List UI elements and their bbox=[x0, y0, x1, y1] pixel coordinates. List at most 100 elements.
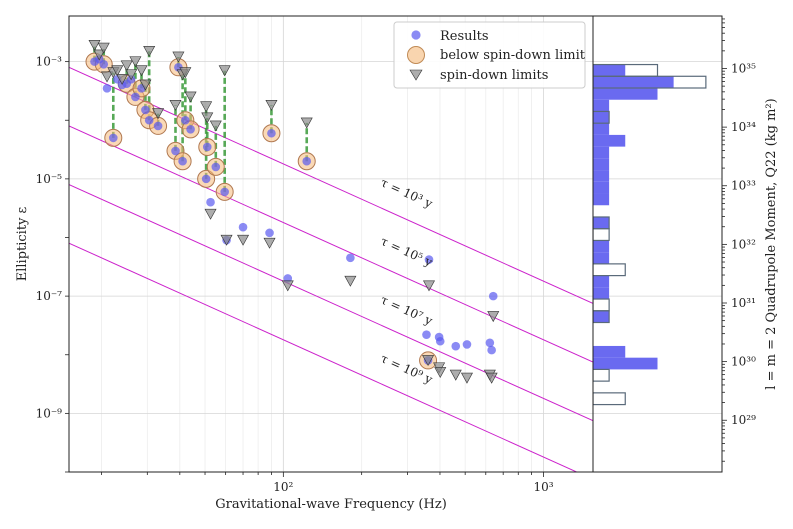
histogram-spin-down-bar bbox=[593, 368, 610, 382]
histogram-results-bar bbox=[593, 193, 610, 206]
result-marker bbox=[238, 222, 248, 232]
histogram-results-bar bbox=[593, 216, 610, 229]
histogram-spin-down-bar bbox=[593, 263, 626, 277]
y-tick-label: 10⁻⁷ bbox=[36, 289, 63, 303]
legend-spin-down-label: spin-down limits bbox=[440, 68, 548, 83]
grid-lines bbox=[69, 16, 593, 472]
spin-down-limit-marker bbox=[143, 45, 156, 57]
result-marker bbox=[181, 115, 190, 125]
histogram-results-bar bbox=[593, 123, 610, 135]
histogram-results-bar bbox=[593, 99, 610, 112]
spin-down-limit-marker bbox=[88, 39, 101, 51]
lifetime-line bbox=[69, 184, 593, 422]
histogram-results-bar bbox=[593, 134, 626, 147]
histogram-results-bar bbox=[593, 310, 610, 323]
spin-down-limit-marker bbox=[111, 65, 124, 77]
histogram-spin-down-bar bbox=[593, 228, 610, 242]
spin-down-limit-marker bbox=[487, 311, 500, 323]
legend-spin-down-marker bbox=[409, 69, 423, 81]
result-marker bbox=[206, 197, 215, 207]
hist-grid-lines bbox=[593, 61, 722, 414]
spin-down-limit-marker bbox=[218, 65, 231, 77]
lifetime-line bbox=[69, 125, 593, 363]
spin-down-limit-marker bbox=[237, 234, 250, 246]
spin-down-limit-marker bbox=[422, 280, 436, 292]
spin-down-limit-marker bbox=[129, 56, 142, 68]
result-marker bbox=[451, 341, 461, 351]
result-marker bbox=[422, 330, 431, 339]
result-marker bbox=[141, 105, 150, 115]
q-axis-ticks: 10³⁵ 10³⁴ 10³³ 10³² 10³¹ 10³⁰ 10²⁹ bbox=[722, 18, 756, 462]
legend-below-marker bbox=[407, 46, 425, 64]
ellipticity-histogram bbox=[593, 63, 707, 406]
histogram-results-bar bbox=[593, 158, 610, 171]
x-axis-ticks: 10² 10³ bbox=[101, 472, 554, 494]
spin-down-limit-marker bbox=[101, 71, 114, 83]
histogram-results-bar bbox=[593, 181, 610, 194]
spin-down-limit-marker bbox=[116, 73, 129, 85]
spin-down-limit-marker bbox=[422, 355, 435, 367]
q-axis-label: l = m = 2 Quadrupole Moment, Q22 (kg m²) bbox=[764, 98, 779, 389]
result-marker bbox=[487, 345, 496, 355]
result-marker bbox=[346, 253, 355, 263]
spin-down-limit-marker bbox=[265, 99, 278, 111]
result-marker bbox=[302, 156, 312, 166]
spin-down-limit-marker bbox=[263, 237, 276, 249]
histogram-results-bar bbox=[593, 345, 626, 358]
lifetime-label: τ = 10³ y bbox=[379, 175, 435, 210]
q-tick-label: 10³² bbox=[731, 237, 756, 251]
result-marker bbox=[186, 125, 195, 134]
legend-results-marker bbox=[411, 30, 421, 40]
histogram-results-bar bbox=[593, 146, 610, 159]
result-marker bbox=[102, 84, 112, 93]
below-spin-down-markers bbox=[85, 52, 438, 370]
histogram-results-bar bbox=[593, 275, 610, 288]
spin-down-limit-marker bbox=[125, 69, 138, 81]
spin-down-limit-marker bbox=[200, 101, 213, 113]
x-tick-label: 10³ bbox=[533, 480, 553, 494]
spin-down-limit-marker bbox=[434, 367, 447, 379]
result-marker bbox=[435, 336, 445, 346]
spin-down-limit-marker bbox=[139, 79, 152, 91]
result-marker bbox=[108, 133, 118, 143]
results-markers bbox=[90, 54, 498, 365]
result-marker bbox=[488, 291, 498, 301]
histogram-results-bar bbox=[593, 64, 626, 77]
spin-down-limit-marker bbox=[300, 117, 313, 129]
result-marker bbox=[424, 255, 434, 264]
result-marker bbox=[144, 115, 154, 125]
spin-down-limit-marker bbox=[344, 275, 357, 287]
histogram-results-bar bbox=[593, 287, 610, 300]
lifetime-label: τ = 10⁷ y bbox=[379, 293, 435, 328]
y-axis-ticks: 10⁻³ 10⁻⁵ 10⁻⁷ 10⁻⁹ bbox=[36, 55, 69, 473]
legend-results-label: Results bbox=[440, 29, 489, 44]
spin-down-limit-marker bbox=[204, 208, 217, 220]
spin-down-limit-marker bbox=[172, 51, 185, 63]
lifetime-lines bbox=[69, 66, 593, 472]
histogram-spin-down-bar bbox=[593, 392, 626, 406]
spin-down-limit-marker bbox=[135, 65, 148, 77]
lifetime-line bbox=[69, 66, 593, 304]
histogram-results-bar bbox=[593, 111, 610, 124]
result-marker bbox=[99, 60, 109, 69]
histogram-results-bar bbox=[593, 240, 610, 253]
histogram-results-bar bbox=[593, 357, 658, 370]
spin-down-limit-marker bbox=[97, 42, 110, 54]
result-marker bbox=[265, 228, 274, 238]
x-axis-label: Gravitational-wave Frequency (Hz) bbox=[215, 497, 447, 512]
q-tick-label: 10³³ bbox=[731, 179, 756, 193]
legend: Results below spin-down limit spin-down … bbox=[393, 21, 586, 89]
q-tick-label: 10³⁰ bbox=[731, 355, 756, 369]
spin-down-limit-marker bbox=[169, 99, 182, 111]
spin-down-limit-marker bbox=[201, 112, 214, 124]
histogram-results-bar bbox=[593, 170, 610, 182]
histogram-spin-down-bar bbox=[593, 216, 610, 230]
result-marker bbox=[153, 121, 163, 131]
y-tick-label: 10⁻⁵ bbox=[36, 172, 63, 186]
spin-down-limit-marker bbox=[220, 234, 233, 246]
spin-down-limit-marker bbox=[120, 60, 133, 72]
legend-below-label: below spin-down limit bbox=[440, 48, 586, 63]
histogram-results-bar bbox=[593, 88, 658, 100]
histogram-results-bar bbox=[593, 252, 610, 264]
spin-down-limit-marker bbox=[179, 67, 192, 79]
